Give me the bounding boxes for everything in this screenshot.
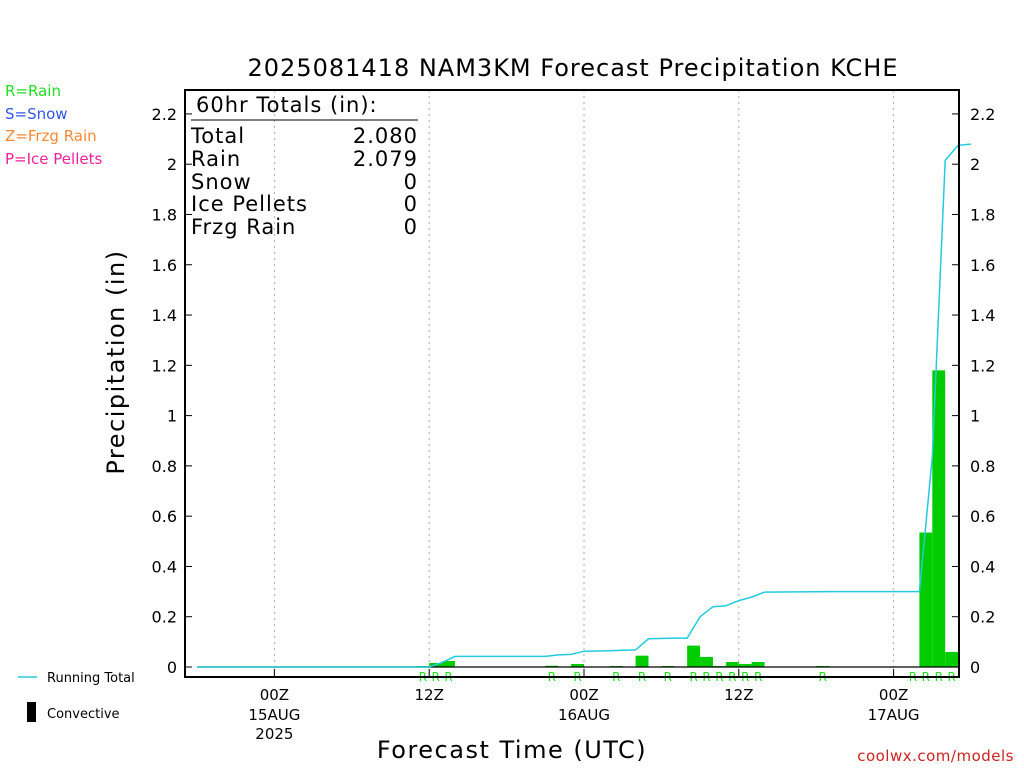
y-tick-label-right-10: 2 (970, 155, 980, 174)
legend-freezing-rain: Z=Frzg Rain (5, 127, 97, 145)
y-tick-label-left-3: 0.6 (152, 507, 177, 526)
x-grid (273, 90, 895, 677)
y-tick-label-left-11: 2.2 (152, 105, 177, 124)
precip-bar-11 (725, 661, 739, 667)
y-tick-label-left-9: 1.8 (152, 205, 177, 224)
legend-ice-pellets: P=Ice Pellets (5, 150, 102, 168)
x-tick-label-3: 12Z (724, 686, 753, 704)
totals-value-rain: 2.079 (353, 147, 418, 171)
legend-snow: S=Snow (5, 105, 68, 123)
credit-text: coolwx.com/models (857, 747, 1014, 765)
totals-value-total: 2.080 (353, 124, 418, 148)
y-tick-label-left-0: 0 (167, 658, 177, 677)
precip-bar-15 (919, 532, 933, 667)
y-axis-ticks: 0 00.2 0.20.4 0.40.6 0.60.8 0.81 11.2 1.21.4 1.4… (152, 105, 996, 677)
running-total-polyline (197, 143, 972, 668)
running-total-line (197, 143, 972, 668)
y-tick-label-right-11: 2.2 (970, 105, 995, 124)
precip-bar-8 (687, 645, 701, 667)
totals-value-snow: 0 (404, 170, 418, 194)
x-tick-year-0: 2025 (255, 725, 293, 743)
totals-label-rain: Rain (191, 147, 241, 171)
totals-label-ice-pellets: Ice Pellets (191, 192, 308, 216)
precip-bar-6 (635, 655, 649, 667)
y-tick-label-right-5: 1 (970, 407, 980, 426)
legend-convective: Convective (47, 707, 120, 722)
y-tick-label-left-2: 0.4 (152, 557, 177, 576)
y-tick-label-right-3: 0.6 (970, 507, 995, 526)
x-tick-label-1: 12Z (415, 686, 444, 704)
precip-bar-13 (751, 661, 765, 667)
y-tick-label-left-7: 1.4 (152, 306, 177, 325)
x-tick-date-4: 17AUG (868, 706, 920, 724)
y-tick-label-right-0: 0 (970, 658, 980, 677)
x-tick-date-0: 15AUG (248, 706, 300, 724)
x-tick-label-0: 00Z (260, 686, 289, 704)
totals-value-frzg-rain: 0 (404, 215, 418, 239)
y-tick-label-right-8: 1.6 (970, 256, 995, 275)
y-tick-label-right-4: 0.8 (970, 457, 995, 476)
totals-box: 60hr Totals (in): Total 2.080 Rain 2.079… (190, 93, 418, 239)
legend-convective-swatch (27, 702, 36, 722)
x-tick-label-2: 00Z (569, 686, 598, 704)
y-tick-label-left-10: 2 (167, 155, 177, 174)
y-tick-label-left-8: 1.6 (152, 256, 177, 275)
totals-label-snow: Snow (191, 170, 252, 194)
chart-title: 2025081418 NAM3KM Forecast Precipitation… (248, 54, 899, 82)
x-tick-date-2: 16AUG (558, 706, 610, 724)
y-tick-label-left-5: 1 (167, 407, 177, 426)
y-tick-label-right-6: 1.2 (970, 356, 995, 375)
y-axis-label: Precipitation (in) (102, 249, 130, 474)
precip-bar-2 (442, 660, 455, 667)
totals-label-frzg-rain: Frzg Rain (191, 215, 296, 239)
precip-bar-17 (945, 651, 959, 667)
x-axis-label: Forecast Time (UTC) (377, 736, 647, 764)
legend-running-total: Running Total (47, 671, 135, 686)
y-tick-label-right-7: 1.4 (970, 306, 995, 325)
y-tick-label-right-9: 1.8 (970, 205, 995, 224)
y-tick-label-right-2: 0.4 (970, 557, 995, 576)
precip-bars (416, 370, 959, 667)
totals-value-ice-pellets: 0 (404, 192, 418, 216)
y-tick-label-left-6: 1.2 (152, 356, 177, 375)
legend-rain: R=Rain (5, 82, 61, 100)
precip-bar-3 (545, 665, 559, 667)
totals-label-total: Total (190, 124, 245, 148)
y-tick-label-right-1: 0.2 (970, 608, 995, 627)
plot-frame (184, 89, 960, 678)
x-tick-label-4: 00Z (879, 686, 908, 704)
y-tick-label-left-4: 0.8 (152, 457, 177, 476)
totals-header: 60hr Totals (in): (196, 93, 378, 117)
precip-bar-4 (571, 663, 584, 667)
precip-bar-12 (738, 663, 752, 667)
precip-bar-9 (700, 656, 713, 667)
precip-bar-16 (932, 370, 946, 667)
y-tick-label-left-1: 0.2 (152, 608, 177, 627)
